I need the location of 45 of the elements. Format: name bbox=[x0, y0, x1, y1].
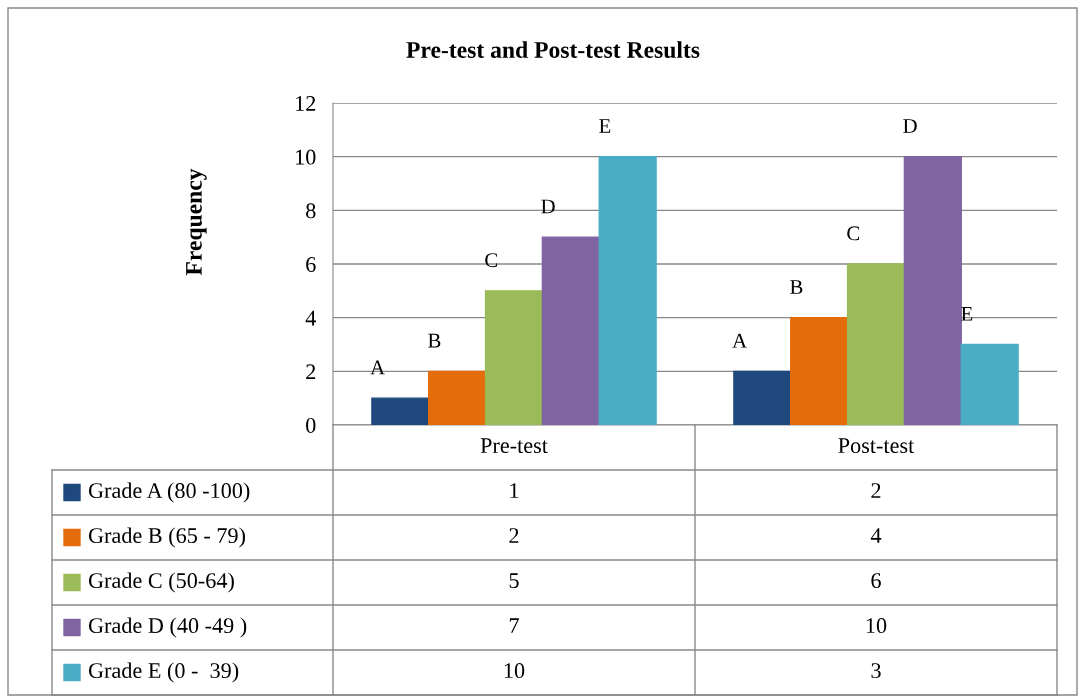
bar bbox=[371, 397, 430, 425]
data-label: 5 bbox=[509, 573, 519, 589]
data-label: 10 bbox=[866, 618, 887, 634]
annotation: C bbox=[847, 226, 860, 241]
bar bbox=[733, 370, 792, 425]
x-tick-label: Pre-test bbox=[480, 438, 548, 454]
annotation: C bbox=[485, 253, 498, 268]
data-label: 2 bbox=[509, 528, 519, 543]
annotation: D bbox=[541, 199, 555, 214]
y-tick-label: 6 bbox=[306, 256, 316, 272]
annotation: A bbox=[732, 333, 747, 348]
x-tick-label: Post-test bbox=[838, 438, 915, 454]
y-tick-label: 0 bbox=[306, 417, 316, 433]
annotation: A bbox=[370, 360, 385, 375]
legend-label: Grade C (50-64) bbox=[88, 572, 234, 593]
y-tick-label: 2 bbox=[306, 364, 316, 380]
legend-label: Grade E (0 - 39) bbox=[88, 662, 239, 683]
data-label: 1 bbox=[510, 483, 519, 498]
y-tick-label: 10 bbox=[296, 149, 316, 165]
bar bbox=[960, 343, 1019, 425]
bar bbox=[598, 155, 657, 425]
legend-label: Grade D (40 -49 ) bbox=[88, 617, 247, 638]
data-label: 2 bbox=[871, 483, 881, 498]
chart-title: Pre-test and Post-test Results bbox=[406, 41, 700, 58]
bar bbox=[484, 290, 544, 425]
data-label: 3 bbox=[871, 663, 881, 679]
annotation: B bbox=[790, 280, 803, 294]
annotation: E bbox=[599, 119, 611, 133]
y-axis-title: Frequency bbox=[186, 168, 207, 276]
bar bbox=[846, 263, 906, 425]
bar bbox=[790, 316, 849, 425]
data-label: 4 bbox=[870, 528, 882, 543]
y-tick-label: 4 bbox=[305, 310, 316, 326]
data-label: 6 bbox=[871, 573, 881, 589]
annotation: D bbox=[903, 119, 917, 133]
bar bbox=[903, 155, 962, 425]
bar bbox=[541, 236, 600, 425]
legend-label: Grade B (65 - 79) bbox=[88, 527, 245, 548]
data-label: 10 bbox=[504, 663, 525, 679]
data-label: 7 bbox=[509, 618, 519, 633]
annotation: B bbox=[428, 333, 441, 348]
bar bbox=[428, 370, 487, 425]
y-tick-label: 12 bbox=[296, 95, 316, 111]
legend-label: Grade A (80 -100) bbox=[88, 482, 250, 503]
y-tick-label: 8 bbox=[306, 203, 316, 219]
